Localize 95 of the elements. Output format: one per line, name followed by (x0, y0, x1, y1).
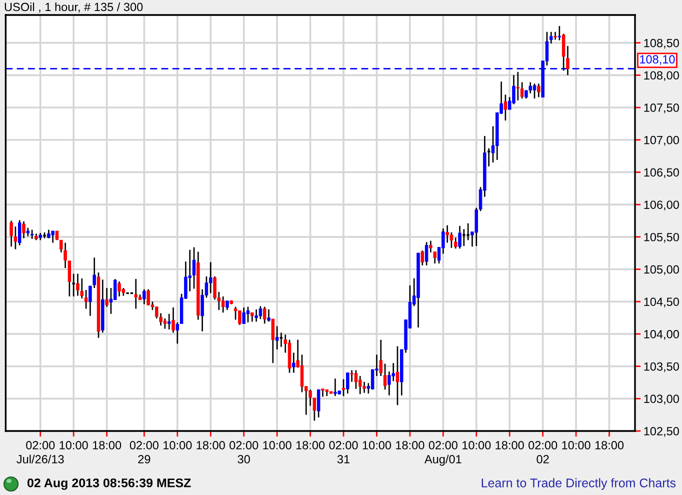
candlestick (562, 33, 566, 72)
candlestick (300, 354, 304, 393)
candlestick (163, 318, 167, 330)
x-tick-label: 02:00 02 (528, 441, 558, 464)
candlestick (292, 352, 296, 374)
y-tick-label: 107,00 (644, 136, 679, 146)
candlestick (250, 312, 254, 322)
x-tick-label: 10:00 (562, 441, 590, 450)
candlestick (312, 397, 316, 422)
candlestick (354, 370, 358, 390)
y-tick-label: 105,50 (644, 232, 679, 243)
candlestick (238, 310, 242, 326)
x-tick-label: 02:00 30 (230, 441, 258, 464)
candlestick (334, 378, 337, 397)
candlestick (537, 82, 540, 98)
candlestick (64, 242, 67, 269)
candlestick (167, 313, 171, 330)
candlestick (10, 220, 13, 248)
candlestick (254, 308, 258, 322)
y-tick-label: 102,50 (644, 427, 679, 437)
candlestick (396, 346, 400, 406)
candlestick (446, 224, 449, 244)
candlestick (342, 378, 346, 397)
y-tick-label: 108,00 (644, 71, 679, 81)
x-tick-label: 10:00 (263, 441, 292, 450)
y-tick-label: 105,00 (644, 265, 679, 276)
x-tick-label: 18:00 (296, 441, 325, 450)
x-tick-label: 02:00 29 (130, 441, 158, 464)
y-tick-label: 108,50 (644, 38, 679, 49)
text: 02 Aug 2013 08:56:39 MESZ (27, 478, 191, 490)
chart-title: USOil , 1 hour, # 135 / 300 (4, 2, 143, 13)
candlestick (350, 370, 354, 382)
candlestick (14, 226, 18, 250)
candlestick (134, 278, 138, 310)
x-tick-label: 18:00 (92, 441, 122, 450)
candlestick (221, 296, 225, 314)
x-tick-label: 18:00 (396, 441, 424, 450)
x-tick-label: 18:00 (595, 441, 624, 450)
candlestick (242, 306, 246, 324)
x-tick-label: 02:00 Aug/01 (424, 441, 462, 466)
candlestick (80, 278, 84, 300)
candlestick (234, 306, 238, 320)
y-tick-label: 104,50 (644, 298, 679, 308)
candlestick (22, 220, 26, 239)
candlestick (113, 278, 117, 300)
candlestick (68, 260, 72, 298)
candlestick (420, 250, 424, 266)
y-tick-label: 107,50 (644, 104, 679, 114)
candlestick (51, 230, 54, 244)
candlestick (30, 229, 34, 240)
candlestick (142, 288, 146, 305)
candlestick (176, 322, 180, 344)
y-tick-label: 103,00 (644, 394, 679, 404)
candlestick (558, 25, 562, 41)
x-tick-label: 18:00 (496, 441, 524, 450)
y-tick-label: 106,00 (644, 200, 679, 210)
candlestick (226, 300, 229, 311)
candlestick (532, 82, 536, 100)
candlestick (76, 273, 80, 296)
ref-line-label: 108,10 (640, 55, 675, 65)
x-tick-label: 10:00 (164, 441, 192, 450)
y-tick-label: 104,00 (644, 330, 679, 340)
y-tick-label: 103,50 (644, 362, 679, 372)
candlestick (346, 372, 350, 394)
candlestick (370, 368, 374, 390)
candlestick (192, 246, 196, 290)
candlestick (84, 289, 88, 310)
candlestick (358, 375, 362, 395)
x-tick-label: 10:00 (362, 441, 392, 450)
candlestick (105, 287, 108, 308)
candlestick (454, 236, 458, 250)
candlestick (118, 280, 121, 298)
candlestick (424, 241, 428, 266)
candlestick (146, 288, 150, 306)
candlestick (258, 305, 262, 320)
text: Learn to Trade Directly from Charts (482, 478, 676, 490)
candlestick (504, 94, 508, 122)
x-tick-label: 10:00 (462, 441, 491, 450)
candlestick (474, 207, 478, 247)
candlestick (267, 308, 270, 322)
candlestick (316, 388, 320, 418)
candlestick (450, 232, 454, 249)
x-tick-label: 18:00 (196, 441, 225, 450)
candlestick (516, 71, 520, 102)
candlestick (262, 306, 266, 324)
x-tick-label: 02:00 31 (329, 441, 358, 464)
candlestick (520, 82, 524, 100)
candlestick (379, 339, 382, 377)
candlestick (549, 31, 553, 44)
candlestick (208, 261, 212, 294)
candlestick (18, 219, 22, 246)
x-tick-label: 10:00 (60, 441, 88, 450)
candlestick (458, 225, 462, 250)
candlestick (383, 363, 387, 390)
y-tick-label: 106,50 (644, 168, 679, 178)
